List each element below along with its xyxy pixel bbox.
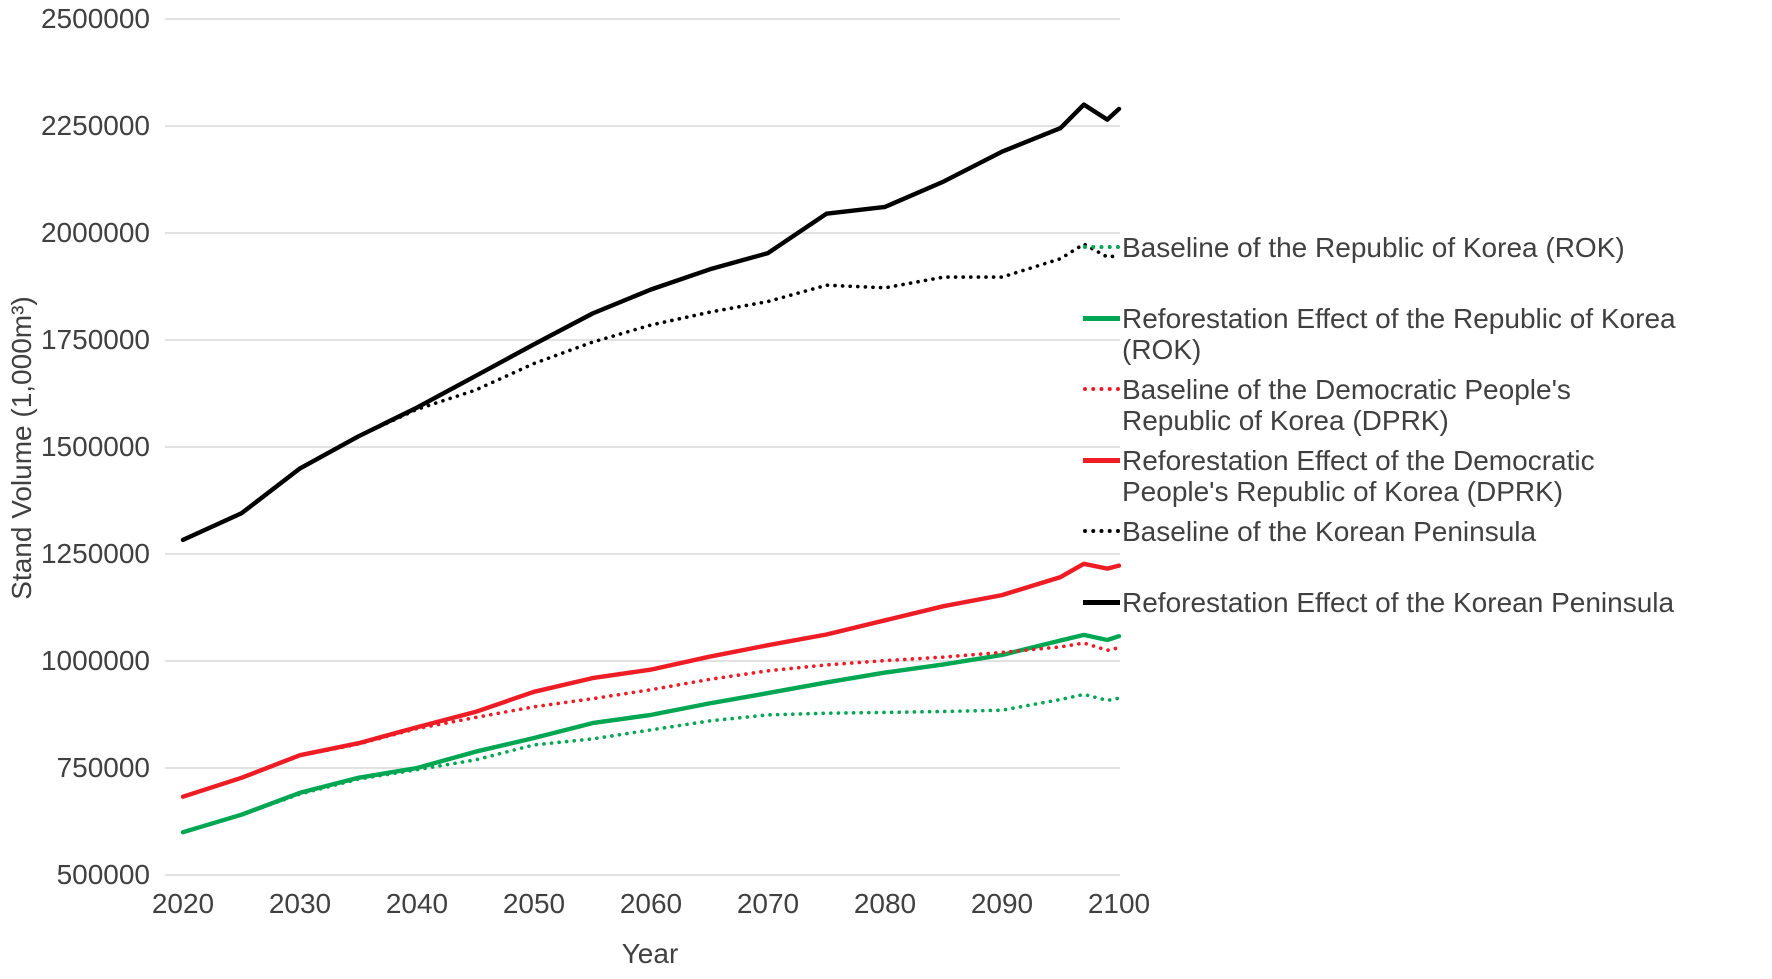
x-tick-label-2030: 2030 bbox=[268, 888, 332, 919]
x-tick-label-2080: 2080 bbox=[853, 888, 917, 919]
y-tick-label-1750000: 1750000 bbox=[40, 324, 150, 355]
legend-item-baseline-of-the-korean-peninsula: Baseline of the Korean Peninsula bbox=[1083, 516, 1772, 587]
legend-item-reforestation-effect-of-the-republic-of-: Reforestation Effect of the Republic of … bbox=[1083, 303, 1772, 374]
legend-label: Reforestation Effect of the Democratic P… bbox=[1122, 445, 1595, 507]
y-tick-label-1250000: 1250000 bbox=[40, 538, 150, 569]
series-line-reforestation-effect-of-the-republic-of- bbox=[180, 632, 1122, 835]
legend-item-reforestation-effect-of-the-democratic-p: Reforestation Effect of the Democratic P… bbox=[1083, 445, 1772, 516]
legend-dotted-line-icon bbox=[1083, 529, 1120, 533]
y-tick-label-1500000: 1500000 bbox=[40, 431, 150, 462]
y-tick-label-750000: 750000 bbox=[56, 752, 150, 783]
x-axis-title: Year bbox=[621, 938, 679, 969]
x-tick-label-2040: 2040 bbox=[385, 888, 449, 919]
y-tick-label-500000: 500000 bbox=[56, 859, 150, 890]
legend-label: Baseline of the Democratic People's Repu… bbox=[1122, 374, 1571, 436]
legend-label: Baseline of the Korean Peninsula bbox=[1122, 516, 1537, 547]
x-tick-label-2070: 2070 bbox=[736, 888, 800, 919]
y-axis-title: Stand Volume (1,000m³) bbox=[6, 296, 37, 600]
legend-label: Reforestation Effect of the Republic of … bbox=[1122, 303, 1676, 365]
x-tick-label-2020: 2020 bbox=[151, 888, 215, 919]
series-line-reforestation-effect-of-the-korean-penin bbox=[180, 102, 1122, 543]
legend-item-reforestation-effect-of-the-korean-penin: Reforestation Effect of the Korean Penin… bbox=[1083, 587, 1772, 658]
legend-solid-line-icon bbox=[1083, 458, 1120, 463]
legend-label: Reforestation Effect of the Korean Penin… bbox=[1122, 587, 1675, 618]
y-tick-label-2000000: 2000000 bbox=[40, 217, 150, 248]
x-tick-label-2050: 2050 bbox=[502, 888, 566, 919]
series-line-reforestation-effect-of-the-democratic-p bbox=[180, 561, 1122, 799]
x-tick-label-2100: 2100 bbox=[1087, 888, 1151, 919]
legend-item-baseline-of-the-republic-of-korea-rok: Baseline of the Republic of Korea (ROK) bbox=[1083, 232, 1772, 303]
y-tick-label-1000000: 1000000 bbox=[40, 645, 150, 676]
legend-solid-line-icon bbox=[1083, 600, 1120, 605]
x-tick-label-2090: 2090 bbox=[970, 888, 1034, 919]
legend-label: Baseline of the Republic of Korea (ROK) bbox=[1122, 232, 1625, 263]
legend-dotted-line-icon bbox=[1083, 387, 1120, 391]
legend: Baseline of the Republic of Korea (ROK) R… bbox=[1083, 232, 1772, 658]
legend-item-baseline-of-the-democratic-people-s-repu: Baseline of the Democratic People's Repu… bbox=[1083, 374, 1772, 445]
series-line-baseline-of-the-democratic-people-s-repu bbox=[181, 641, 1121, 799]
legend-dotted-line-icon bbox=[1083, 245, 1120, 249]
y-tick-label-2250000: 2250000 bbox=[40, 110, 150, 141]
y-tick-label-2500000: 2500000 bbox=[40, 3, 150, 34]
x-tick-label-2060: 2060 bbox=[619, 888, 683, 919]
legend-solid-line-icon bbox=[1083, 316, 1120, 321]
